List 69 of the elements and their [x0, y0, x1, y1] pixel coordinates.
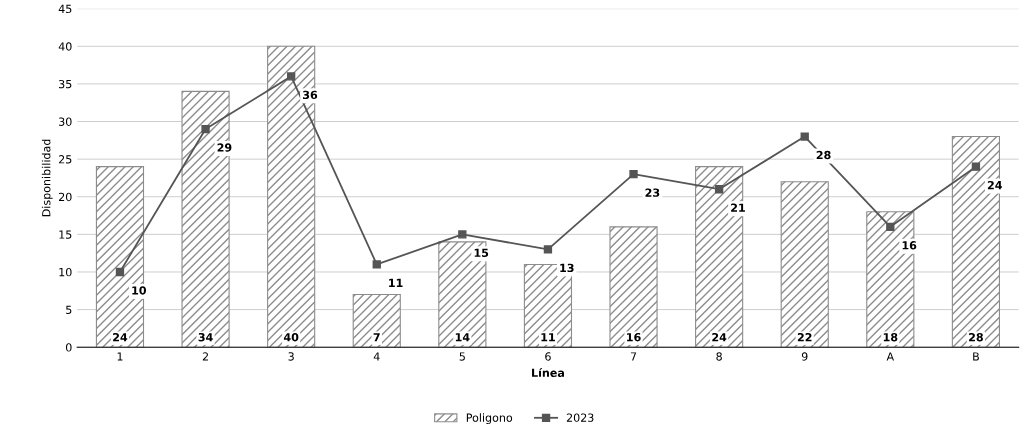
- point: [458, 230, 467, 239]
- y-axis-title: Disponibilidad: [41, 139, 53, 217]
- point: [372, 260, 381, 269]
- bar: [181, 90, 230, 348]
- data-label: 23: [645, 188, 660, 197]
- data-label: 40: [283, 332, 299, 342]
- x-tick-label: 8: [716, 352, 722, 361]
- point: [543, 245, 553, 254]
- x-tick-label: 5: [459, 352, 465, 361]
- data-label: 16: [902, 241, 917, 250]
- y-tick-label: 35: [59, 79, 72, 89]
- data-label: 34: [198, 332, 213, 342]
- point: [971, 162, 981, 171]
- bar: [267, 45, 316, 348]
- y-tick-label: 0: [65, 343, 72, 352]
- x-tick-label: 7: [630, 352, 637, 361]
- x-tick-label: 3: [288, 352, 294, 361]
- bar: [352, 293, 401, 348]
- data-label: 16: [627, 333, 641, 342]
- data-label: 11: [389, 278, 403, 287]
- bar: [523, 263, 573, 348]
- data-label: 36: [303, 90, 318, 100]
- bar: [95, 166, 145, 348]
- data-label: 24: [712, 332, 727, 342]
- x-tick-label: 9: [801, 352, 808, 361]
- bar: [951, 136, 1001, 348]
- data-label: 14: [455, 333, 470, 342]
- y-tick-label: 30: [59, 117, 72, 126]
- data-label: 11: [541, 333, 555, 342]
- point: [800, 132, 809, 141]
- y-tick-label: 20: [58, 192, 72, 202]
- bar: [695, 166, 744, 348]
- legend-label: 2023: [566, 413, 594, 422]
- data-label: 24: [113, 332, 128, 342]
- data-label: 22: [797, 332, 812, 342]
- y-tick-label: 45: [58, 4, 72, 14]
- data-label: 24: [987, 180, 1002, 190]
- x-tick-label: 1: [117, 352, 123, 361]
- point: [115, 267, 125, 277]
- bar: [609, 226, 658, 348]
- point: [629, 170, 638, 179]
- data-label: 10: [132, 286, 147, 295]
- bar: [780, 181, 829, 348]
- point: [886, 222, 895, 232]
- x-tick-label: A: [886, 352, 895, 361]
- point: [201, 124, 210, 134]
- x-tick-label: B: [973, 352, 979, 361]
- x-axis-title: Línea: [532, 367, 564, 377]
- point: [286, 72, 296, 81]
- data-label: 28: [816, 150, 831, 160]
- data-label: 7: [373, 333, 380, 342]
- data-label: 18: [883, 332, 898, 342]
- data-label: 13: [560, 263, 574, 273]
- y-tick-label: 15: [59, 230, 72, 239]
- bar: [438, 241, 487, 348]
- data-label: 15: [474, 248, 489, 258]
- bar: [866, 211, 915, 348]
- y-tick-label: 25: [58, 155, 72, 164]
- y-tick-label: 10: [59, 267, 72, 277]
- y-tick-label: 5: [66, 305, 72, 314]
- data-label: 21: [731, 203, 745, 212]
- legend-label: Poligono: [466, 413, 513, 424]
- data-label: 29: [217, 143, 232, 152]
- y-tick-label: 40: [58, 42, 72, 51]
- x-tick-label: 2: [202, 352, 208, 361]
- x-tick-label: 6: [545, 352, 551, 361]
- data-label: 28: [969, 332, 983, 342]
- x-tick-label: 4: [373, 352, 380, 361]
- point: [714, 185, 724, 194]
